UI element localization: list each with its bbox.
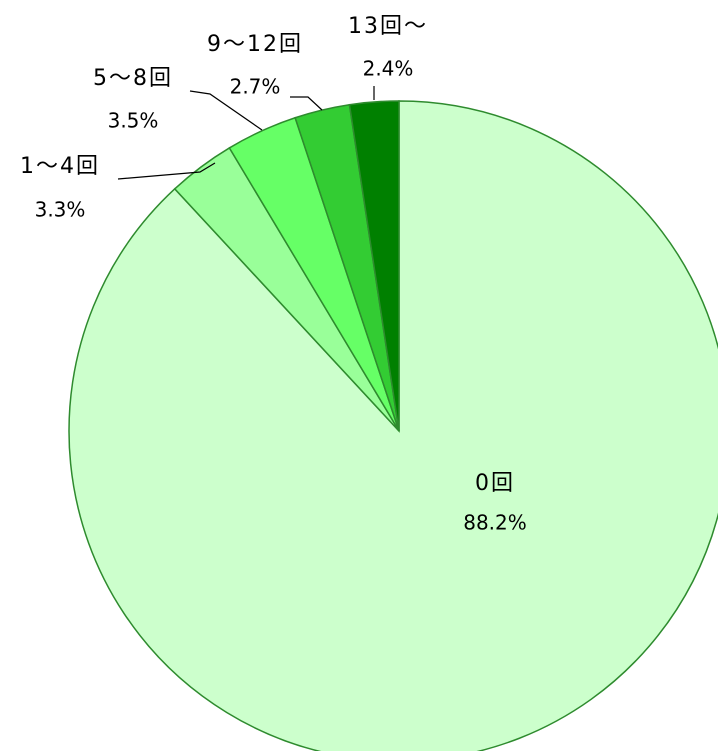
value-label: 88.2%: [463, 511, 527, 535]
category-label: 13回～: [348, 14, 428, 39]
category-label: 0回: [475, 471, 515, 496]
leader-line: [189, 90, 263, 131]
category-label: 1～4回: [20, 154, 100, 179]
category-label: 9～12回: [207, 32, 303, 57]
leader-line: [117, 162, 216, 180]
value-label: 2.4%: [363, 57, 414, 81]
pie-slice: [348, 100, 400, 432]
leader-line: [290, 96, 323, 111]
value-label: 2.7%: [230, 75, 281, 99]
value-label: 3.3%: [35, 198, 86, 222]
value-label: 3.5%: [108, 109, 159, 133]
category-label: 5～8回: [93, 66, 173, 91]
